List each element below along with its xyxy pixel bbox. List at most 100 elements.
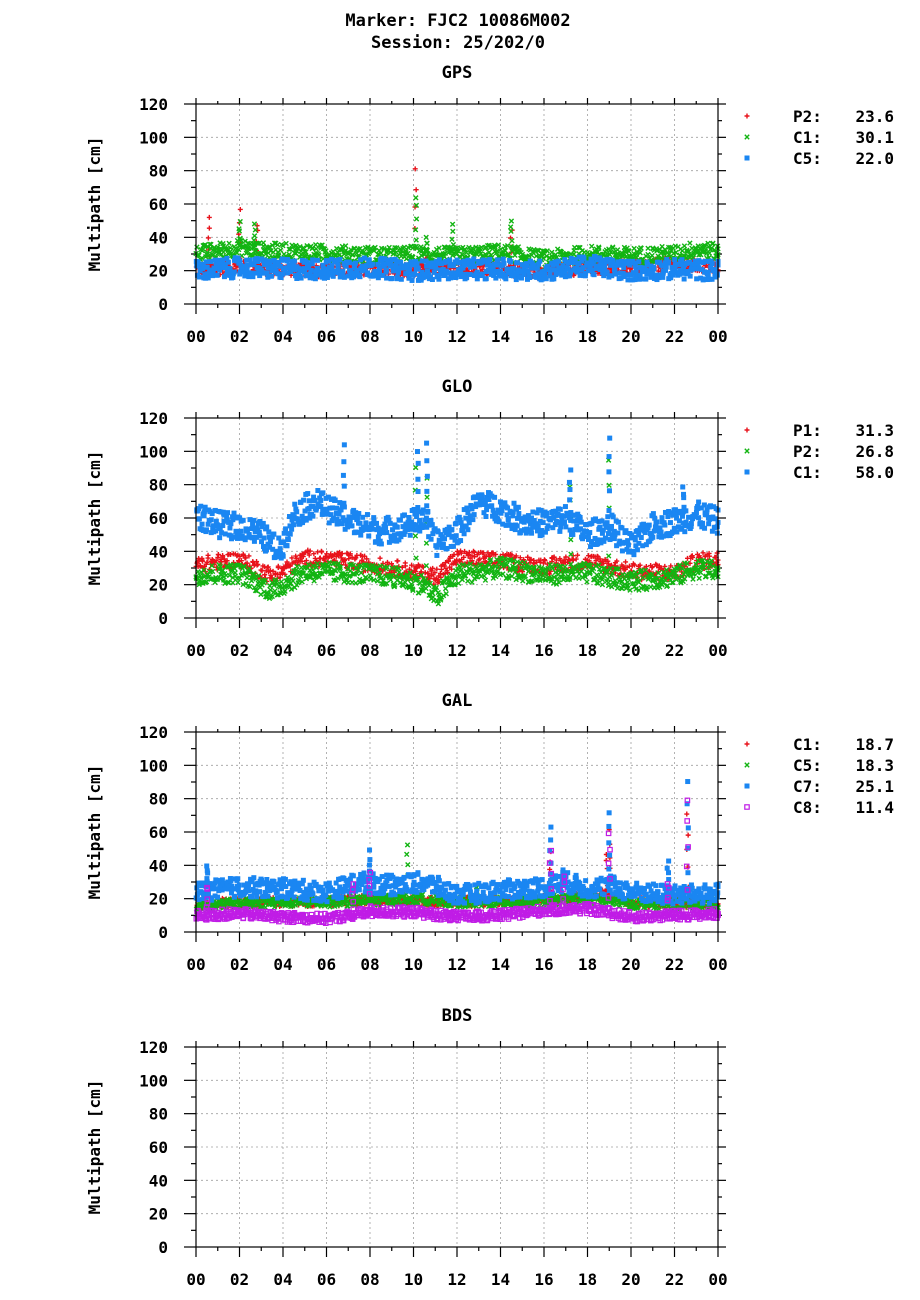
gps-point bbox=[384, 267, 390, 273]
gps-x-tick-label: 14 bbox=[491, 327, 510, 346]
gps-spike-point bbox=[237, 241, 243, 247]
gps-point bbox=[254, 256, 260, 262]
gps-point bbox=[316, 252, 322, 259]
gps-point bbox=[588, 243, 595, 249]
gps-point bbox=[390, 251, 396, 257]
gps-point bbox=[660, 274, 666, 280]
gps-point bbox=[398, 259, 404, 265]
gps-point bbox=[679, 248, 686, 254]
gps-point bbox=[466, 261, 472, 267]
gps-point bbox=[280, 271, 286, 277]
gps-point bbox=[632, 263, 638, 269]
gps-point bbox=[204, 271, 210, 277]
glo-point bbox=[197, 562, 203, 568]
gps-point bbox=[686, 259, 692, 265]
glo-point bbox=[259, 568, 265, 574]
gps-point bbox=[614, 247, 621, 253]
gps-point bbox=[286, 246, 292, 252]
gps-point bbox=[436, 276, 442, 282]
glo-point bbox=[607, 537, 613, 543]
glo-point bbox=[465, 578, 471, 584]
gps-point bbox=[619, 262, 625, 268]
gps-point bbox=[381, 246, 387, 252]
gps-point bbox=[637, 250, 643, 256]
gps-point bbox=[376, 266, 382, 272]
gps-point bbox=[668, 275, 674, 281]
gps-point bbox=[408, 259, 414, 265]
gps-point bbox=[437, 267, 443, 273]
glo-point bbox=[434, 552, 440, 558]
glo-point bbox=[320, 490, 326, 496]
gps-point bbox=[449, 274, 455, 280]
gps-point bbox=[474, 276, 480, 282]
glo-point bbox=[215, 551, 221, 557]
gps-point bbox=[405, 270, 411, 276]
glo-point bbox=[203, 527, 209, 533]
gps-point bbox=[436, 251, 443, 258]
gps-point bbox=[375, 275, 381, 281]
gps-point bbox=[713, 267, 719, 273]
gps-spike-point bbox=[237, 218, 243, 225]
gps-point bbox=[436, 245, 442, 251]
glo-point bbox=[378, 541, 384, 547]
glo-point bbox=[246, 553, 252, 559]
glo-point bbox=[255, 561, 261, 567]
gps-point bbox=[333, 257, 339, 263]
gps-point bbox=[306, 265, 312, 271]
glo-point bbox=[292, 501, 298, 507]
glo-point bbox=[471, 512, 477, 518]
gps-point bbox=[587, 261, 593, 267]
gps-point bbox=[590, 261, 596, 267]
gps-point bbox=[691, 261, 697, 267]
gps-point bbox=[230, 274, 236, 280]
gps-point bbox=[424, 268, 430, 274]
gps-point bbox=[354, 250, 360, 256]
gps-point bbox=[474, 269, 480, 275]
gps-point bbox=[495, 257, 501, 263]
gps-point bbox=[493, 275, 499, 281]
gps-point bbox=[491, 272, 497, 278]
glo-point bbox=[285, 537, 291, 543]
gps-point bbox=[677, 267, 683, 273]
gps-point bbox=[313, 246, 319, 252]
gps-point bbox=[321, 275, 327, 281]
gps-point bbox=[649, 252, 655, 259]
gps-point bbox=[288, 269, 294, 275]
glo-point bbox=[696, 575, 702, 581]
gps-point bbox=[610, 245, 616, 251]
glo-point bbox=[387, 520, 393, 526]
gps-point bbox=[217, 262, 223, 268]
glo-spike-point bbox=[413, 464, 419, 471]
glo-point bbox=[205, 552, 211, 558]
gps-point bbox=[307, 271, 313, 277]
gps-point bbox=[597, 266, 603, 272]
gps-point bbox=[359, 268, 365, 274]
gps-point bbox=[535, 271, 541, 277]
gps-point bbox=[379, 255, 385, 261]
gps-point bbox=[596, 245, 602, 251]
gps-point bbox=[309, 261, 315, 267]
gps-point bbox=[237, 258, 243, 264]
gps-point bbox=[633, 268, 639, 274]
gps-point bbox=[354, 267, 360, 273]
gps-point bbox=[528, 265, 534, 271]
gps-point bbox=[709, 261, 715, 267]
gps-point bbox=[617, 270, 623, 276]
glo-point bbox=[237, 553, 243, 559]
gps-point bbox=[582, 273, 588, 279]
gps-point bbox=[554, 261, 560, 267]
glo-spike-point bbox=[606, 482, 612, 489]
glo-point bbox=[307, 548, 313, 554]
glo-spike-point bbox=[568, 536, 574, 543]
gps-point bbox=[547, 270, 553, 276]
gps-x-tick-label: 04 bbox=[273, 327, 292, 346]
gps-spike-point bbox=[237, 206, 243, 212]
gps-point bbox=[627, 262, 633, 268]
gps-point bbox=[467, 271, 473, 277]
glo-point bbox=[287, 531, 293, 537]
gps-legend-marker bbox=[744, 155, 750, 161]
gps-point bbox=[322, 270, 328, 276]
glo-point bbox=[561, 519, 567, 525]
gps-point bbox=[666, 251, 672, 257]
glo-point bbox=[530, 509, 536, 515]
